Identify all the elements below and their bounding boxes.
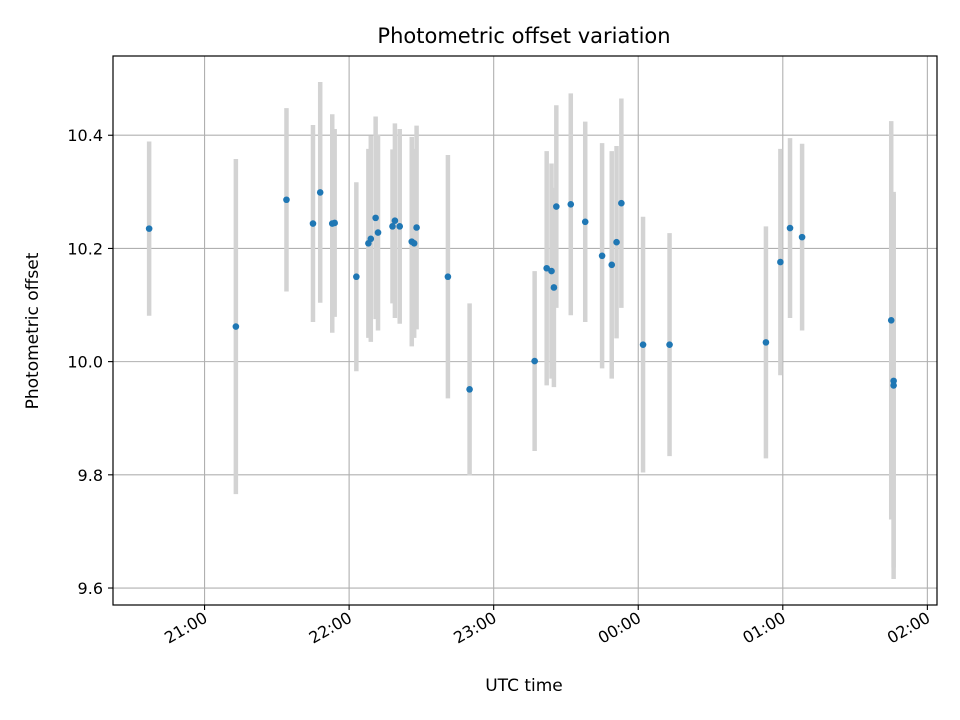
x-tick-label: 00:00 (595, 608, 644, 648)
x-tick-label: 02:00 (884, 608, 933, 648)
data-point (145, 225, 153, 232)
y-tick-label: 9.8 (78, 466, 103, 485)
data-points (145, 189, 897, 393)
data-point (581, 218, 589, 226)
data-point (372, 214, 379, 222)
data-point (890, 377, 897, 385)
y-tick-label: 10.4 (67, 126, 103, 145)
y-tick-label: 10.2 (67, 239, 103, 258)
plot-frame (112, 55, 938, 606)
data-point (548, 267, 555, 275)
data-point (367, 235, 375, 243)
data-point (777, 258, 784, 266)
data-point (639, 341, 647, 348)
y-tick-label: 10.0 (67, 353, 103, 372)
data-point (887, 317, 895, 324)
data-point (232, 323, 240, 330)
x-tick-label: 01:00 (739, 608, 788, 648)
grid-lines (113, 56, 937, 605)
data-point (466, 386, 473, 393)
y-axis-label: Photometric offset (23, 252, 43, 409)
x-tick-label: 23:00 (450, 608, 499, 648)
data-point (410, 240, 418, 247)
data-point (396, 223, 404, 230)
data-point (613, 238, 620, 246)
x-tick-label: 22:00 (306, 608, 355, 648)
data-point (618, 199, 625, 207)
x-tick-label: 21:00 (161, 608, 210, 648)
data-point (389, 223, 396, 230)
data-point (798, 233, 806, 241)
x-axis-label: UTC time (485, 676, 563, 696)
data-point (413, 224, 420, 231)
data-point (309, 220, 317, 227)
y-tick-label: 9.6 (78, 579, 103, 598)
data-point (567, 200, 575, 208)
data-point (762, 339, 770, 346)
chart-title: Photometric offset variation (377, 24, 670, 48)
data-point (786, 224, 794, 232)
data-point (890, 382, 897, 389)
data-point (391, 217, 399, 224)
data-point (444, 273, 452, 281)
data-point (608, 261, 616, 269)
data-point (331, 219, 338, 227)
data-point (550, 284, 558, 291)
data-point (666, 341, 673, 348)
error-bars (146, 82, 896, 579)
data-point (353, 273, 360, 281)
data-point (543, 264, 550, 272)
data-point (283, 196, 290, 204)
data-point (553, 203, 560, 210)
data-point (316, 189, 324, 196)
data-point (531, 357, 538, 365)
data-point (598, 252, 606, 260)
data-point (374, 229, 382, 236)
